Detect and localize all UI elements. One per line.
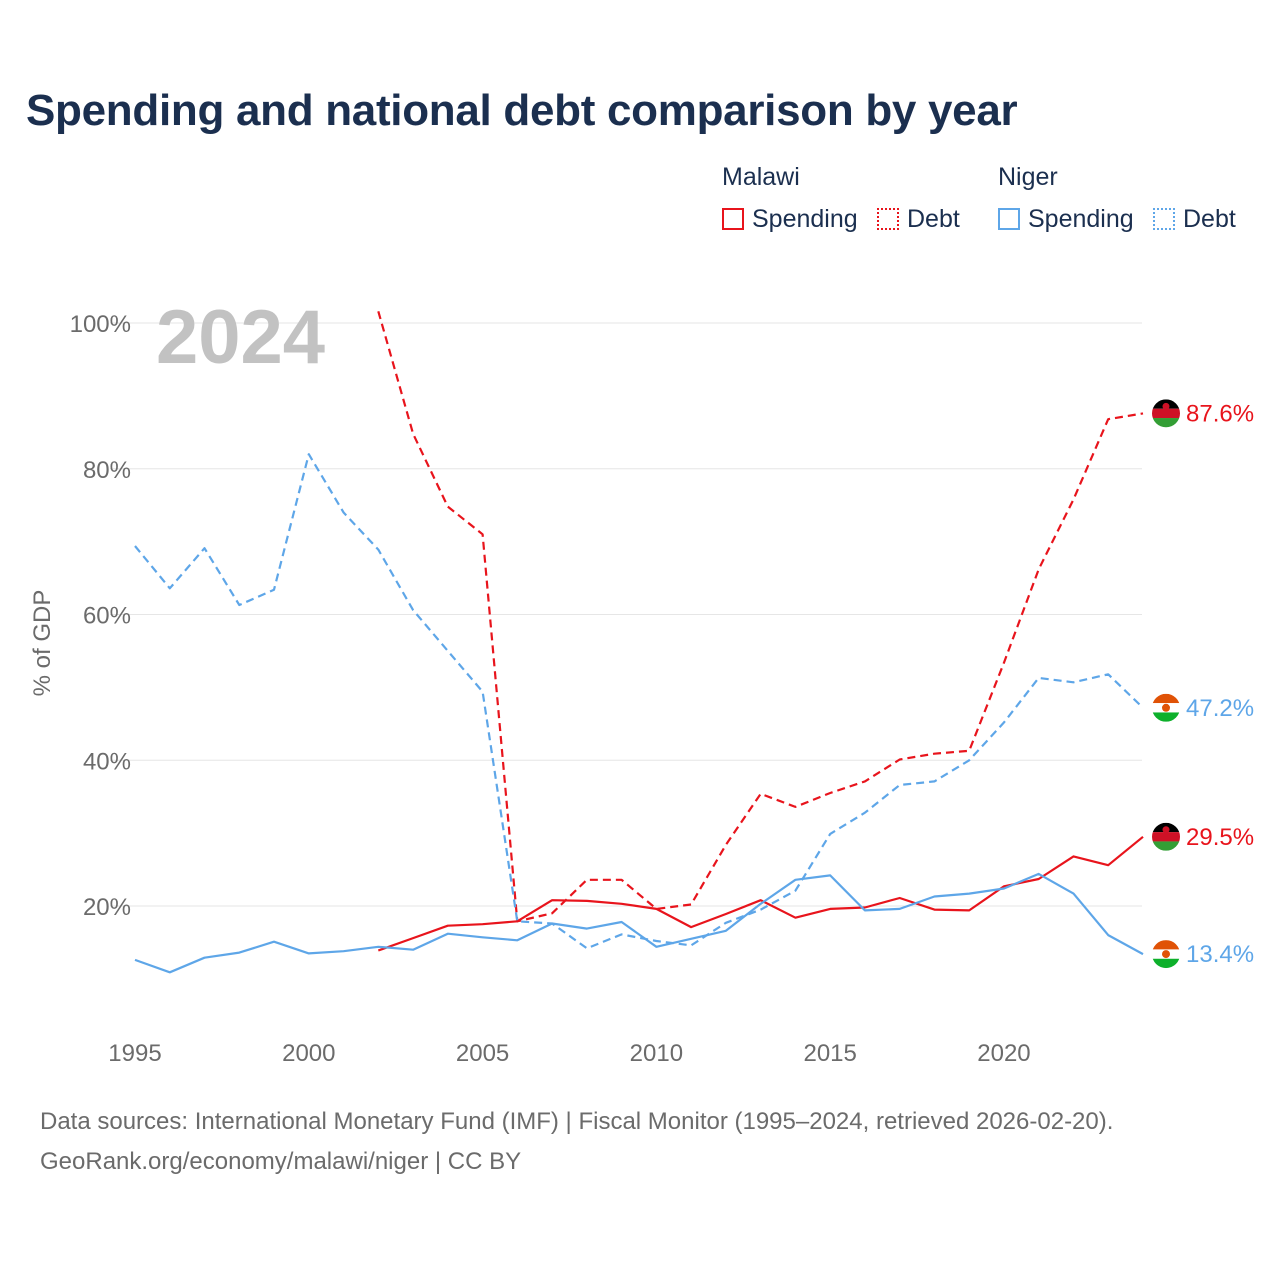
x-tick-label: 1995 (108, 1040, 161, 1067)
legend-malawi-debt-swatch (877, 208, 899, 230)
y-tick-label: 80% (83, 457, 131, 484)
y-tick-label: 60% (83, 603, 131, 630)
x-tick-label: 2005 (456, 1040, 509, 1067)
legend-niger-spending[interactable]: Spending (998, 204, 1134, 234)
legend-niger-spending-swatch (998, 208, 1020, 230)
niger-flag-icon (1152, 940, 1180, 969)
niger-flag-icon (1152, 693, 1180, 722)
legend-malawi-debt[interactable]: Debt (877, 204, 960, 234)
series-line-niger-debt (134, 453, 1144, 950)
malawi-flag-icon (1152, 822, 1180, 851)
end-label-malawi-spending: 29.5% (1186, 824, 1254, 851)
malawi-flag-icon (1152, 399, 1180, 428)
end-label-niger-debt: 47.2% (1186, 695, 1254, 722)
legend-malawi-spending-label: Spending (752, 204, 858, 233)
series-line-niger-spending (134, 872, 1144, 974)
series-line-malawi-debt (377, 310, 1144, 923)
y-axis-label: % of GDP (29, 590, 56, 697)
legend-group-niger: Niger (998, 163, 1058, 191)
x-tick-label: 2015 (803, 1040, 856, 1067)
end-label-malawi-debt: 87.6% (1186, 400, 1254, 427)
x-tick-label: 2000 (282, 1040, 335, 1067)
end-label-niger-spending: 13.4% (1186, 941, 1254, 968)
legend-malawi-spending[interactable]: Spending (722, 204, 858, 234)
legend-niger-debt-swatch (1153, 208, 1175, 230)
chart-title: Spending and national debt comparison by… (26, 86, 1018, 135)
legend-niger-debt-label: Debt (1183, 204, 1236, 233)
legend-niger-spending-label: Spending (1028, 204, 1134, 233)
legend-malawi-spending-swatch (722, 208, 744, 230)
series-line-malawi-spending (377, 835, 1144, 952)
y-tick-label: 20% (83, 894, 131, 921)
footer-attribution[interactable]: GeoRank.org/economy/malawi/niger | CC BY (40, 1148, 522, 1175)
x-tick-label: 2020 (977, 1040, 1030, 1067)
footer-sources: Data sources: International Monetary Fun… (40, 1108, 1114, 1135)
y-tick-label: 40% (83, 748, 131, 775)
legend-malawi-debt-label: Debt (907, 204, 960, 233)
y-tick-label: 100% (70, 311, 131, 338)
year-watermark: 2024 (156, 295, 325, 380)
legend-group-malawi: Malawi (722, 163, 800, 191)
x-tick-label: 2010 (630, 1040, 683, 1067)
legend-niger-debt[interactable]: Debt (1153, 204, 1236, 234)
